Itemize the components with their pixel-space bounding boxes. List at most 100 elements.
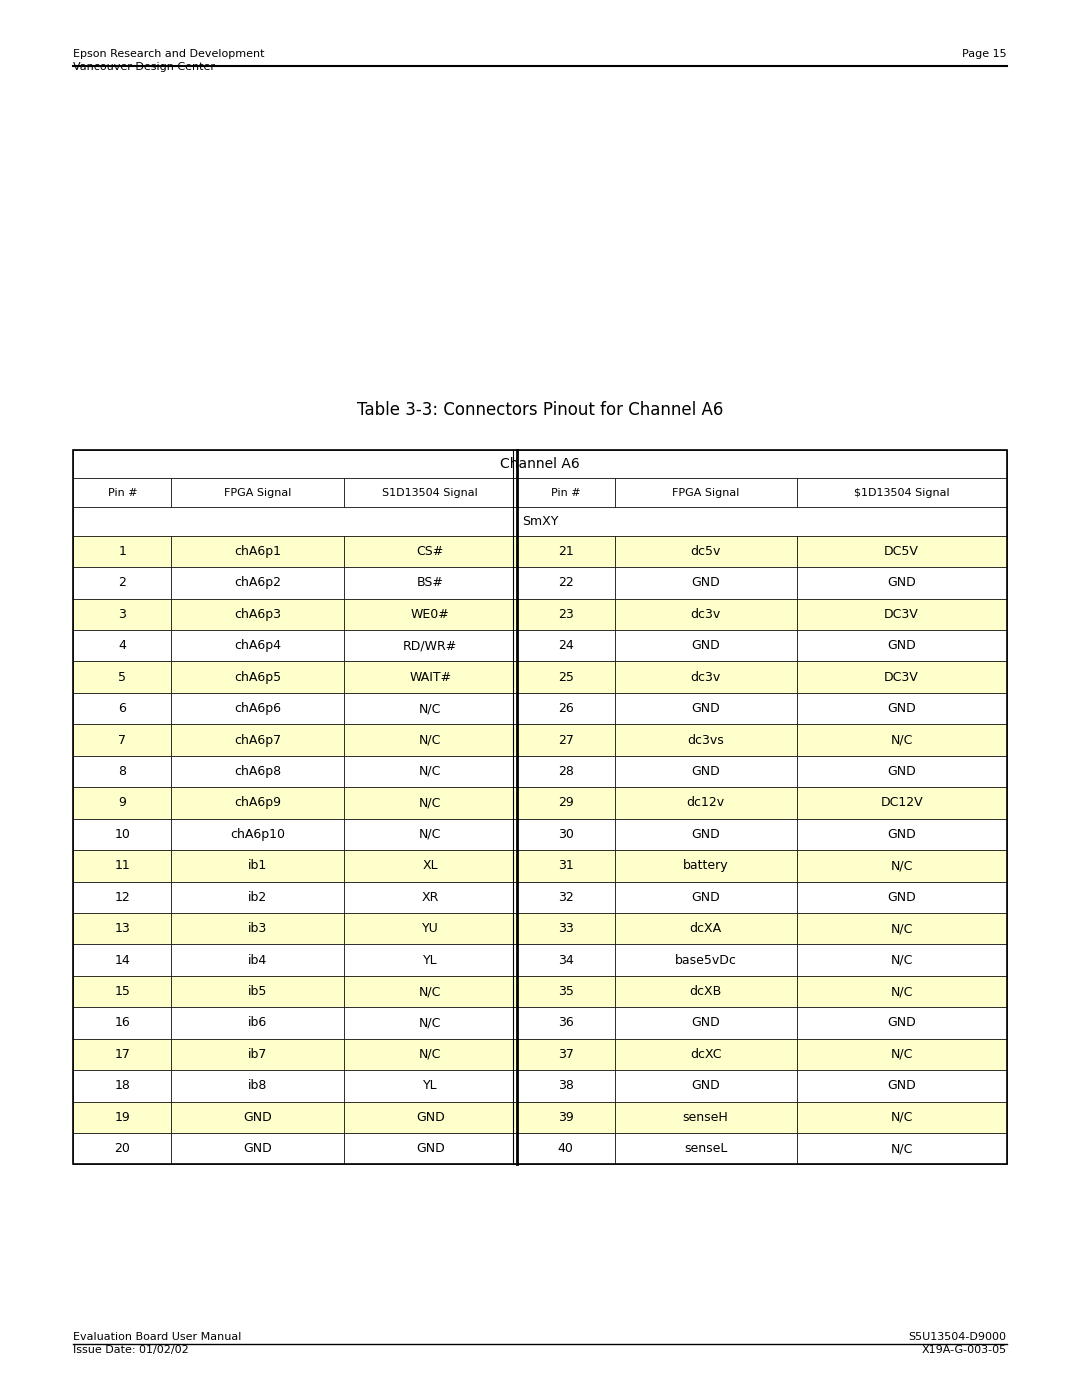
Text: Pin #: Pin # [108,488,137,497]
Bar [73,1101,172,1133]
Bar [345,598,516,630]
Bar [345,944,516,975]
Bar [345,724,516,756]
Text: 14: 14 [114,954,131,967]
Text: 20: 20 [114,1143,131,1155]
Bar [172,630,345,661]
Text: 12: 12 [114,891,131,904]
Bar [516,1133,615,1164]
Text: 29: 29 [557,796,573,809]
Text: chA6p6: chA6p6 [234,703,281,715]
Bar [172,1007,345,1038]
Text: dc5v: dc5v [690,545,720,557]
Bar [516,975,615,1007]
Bar [73,567,172,598]
Bar [516,693,615,724]
Text: N/C: N/C [419,766,442,778]
Bar [172,912,345,944]
Bar [345,787,516,819]
Bar [797,478,1007,507]
Bar [615,756,797,787]
Text: 10: 10 [114,828,131,841]
Text: 30: 30 [557,828,573,841]
Text: YL: YL [423,954,437,967]
Text: N/C: N/C [890,985,913,997]
Bar [172,724,345,756]
Text: Epson Research and Development
Vancouver Design Center: Epson Research and Development Vancouver… [73,49,265,73]
Text: 7: 7 [119,733,126,746]
Text: N/C: N/C [419,733,442,746]
Text: N/C: N/C [419,1048,442,1060]
Bar [516,1007,615,1038]
Bar [172,975,345,1007]
Bar [516,661,615,693]
Bar [615,849,797,882]
Bar [172,756,345,787]
Bar [797,1101,1007,1133]
Bar [345,535,516,567]
Text: RD/WR#: RD/WR# [403,640,458,652]
Text: GND: GND [416,1111,445,1123]
Text: GND: GND [887,766,916,778]
Text: 16: 16 [114,1017,131,1030]
Bar [345,1007,516,1038]
Text: 28: 28 [557,766,573,778]
Bar [73,1070,172,1101]
Text: 2: 2 [119,577,126,590]
Bar [516,819,615,849]
Text: 23: 23 [557,608,573,620]
Bar [345,1038,516,1070]
Bar [615,1133,797,1164]
Bar [615,598,797,630]
Text: dc3vs: dc3vs [687,733,724,746]
Bar [516,630,615,661]
Text: 11: 11 [114,859,131,872]
Text: WE0#: WE0# [411,608,449,620]
Bar [345,567,516,598]
Text: CS#: CS# [417,545,444,557]
Bar [73,478,172,507]
Bar [73,450,1007,478]
Text: N/C: N/C [890,922,913,935]
Text: 13: 13 [114,922,131,935]
Text: 25: 25 [557,671,573,683]
Text: ib5: ib5 [248,985,268,997]
Bar [345,975,516,1007]
Text: ib1: ib1 [248,859,268,872]
Text: chA6p9: chA6p9 [234,796,281,809]
Bar [73,944,172,975]
Text: GND: GND [887,640,916,652]
Text: GND: GND [691,828,720,841]
Bar [345,912,516,944]
Text: YU: YU [422,922,438,935]
Text: 9: 9 [119,796,126,809]
Text: N/C: N/C [890,954,913,967]
Text: FPGA Signal: FPGA Signal [224,488,292,497]
Bar [615,819,797,849]
Text: SmXY: SmXY [522,515,558,528]
Text: GND: GND [691,1080,720,1092]
Text: 37: 37 [557,1048,573,1060]
Text: dc12v: dc12v [687,796,725,809]
Text: GND: GND [691,891,720,904]
Bar [172,787,345,819]
Bar [516,478,615,507]
Bar [615,1007,797,1038]
Text: chA6p7: chA6p7 [234,733,281,746]
Text: GND: GND [243,1143,272,1155]
Text: N/C: N/C [419,828,442,841]
Text: N/C: N/C [419,985,442,997]
Bar [73,1133,172,1164]
Bar [172,535,345,567]
Text: 6: 6 [119,703,126,715]
Bar [172,693,345,724]
Text: dcXC: dcXC [690,1048,721,1060]
Text: FPGA Signal: FPGA Signal [672,488,740,497]
Text: ib6: ib6 [248,1017,268,1030]
Text: GND: GND [887,1017,916,1030]
Bar [516,1038,615,1070]
Bar [345,1133,516,1164]
Text: DC3V: DC3V [885,671,919,683]
Text: N/C: N/C [890,1143,913,1155]
Text: chA6p8: chA6p8 [234,766,281,778]
